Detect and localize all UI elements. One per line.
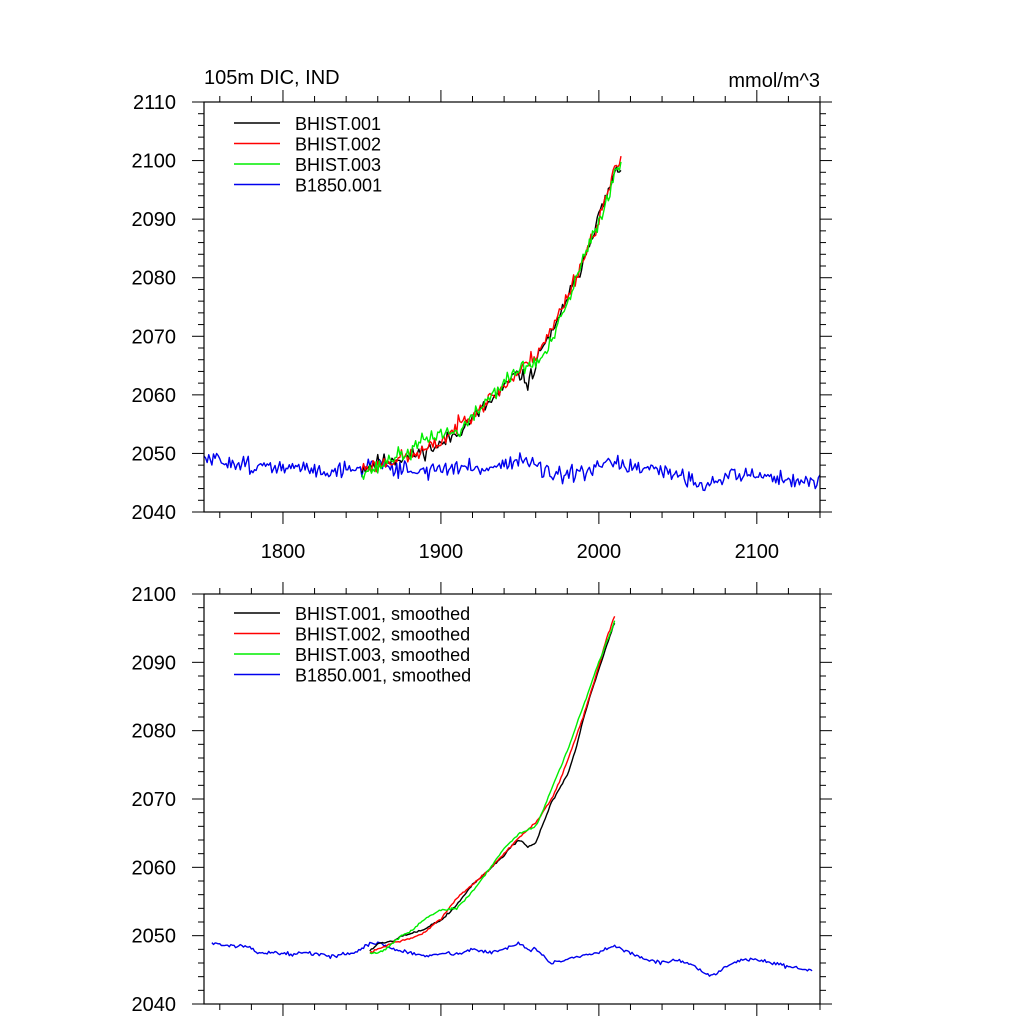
series-lines [204,156,820,492]
legend-label: BHIST.001, smoothed [295,604,470,624]
series-line-bhist-001 [361,166,622,474]
bottom-panel: 2040 2050 2060 2070 2080 2090 2100 BHIST.001, s… [132,582,832,1016]
y-tick-label: 2050 [132,443,177,465]
series-line-bhist-003 [361,161,622,481]
y-tick-label: 2080 [132,721,177,743]
legend-label: BHIST.002, smoothed [295,625,470,645]
top-plot-area: 2040 2050 2060 2070 2080 2090 2100 2110 1800 1900… [132,90,832,563]
y-tick-label: 2070 [132,326,177,348]
y-tick-label: 2100 [132,151,177,173]
series-line-b1850-001-smoothed [211,941,813,977]
tick-labels: 2040 2050 2060 2070 2080 2090 2100 [132,584,177,1016]
x-tick-label: 1800 [261,541,306,563]
y-tick-label: 2070 [132,789,177,811]
y-tick-label: 2050 [132,926,177,948]
top-title-left: 105m DIC, IND [204,67,340,89]
bottom-plot-area: 2040 2050 2060 2070 2080 2090 2100 BHIST.001, s… [132,582,832,1016]
y-tick-label: 2060 [132,385,177,407]
legend-label: BHIST.001 [295,114,381,134]
tick-labels: 2040 2050 2060 2070 2080 2090 2100 2110 1800 1900… [132,92,780,563]
top-panel: 105m DIC, IND mmol/m^3 20402050206020702… [132,67,832,563]
y-tick-label: 2040 [132,994,177,1016]
y-tick-label: 2040 [132,502,177,524]
y-tick-label: 2080 [132,268,177,290]
x-tick-label: 1900 [419,541,464,563]
series-line-bhist-003-smoothed [369,620,616,955]
legend-label: BHIST.003, smoothed [295,645,470,665]
plot-frame [203,101,821,513]
x-tick-label: 2100 [735,541,780,563]
axis-ticks [192,582,832,1016]
x-tick-label: 2000 [577,541,622,563]
series-line-b1850-001 [204,452,820,492]
legend-label: B1850.001, smoothed [295,666,471,686]
series-line-bhist-002-smoothed [369,615,616,954]
y-tick-label: 2060 [132,857,177,879]
top-title-right: mmol/m^3 [728,70,820,92]
legend-label: BHIST.002 [295,135,381,155]
y-tick-label: 2110 [133,92,176,114]
legend-label: BHIST.003 [295,155,381,175]
axis-ticks [192,90,832,524]
series-lines [211,615,813,977]
y-tick-label: 2090 [132,209,177,231]
y-tick-label: 2090 [132,652,177,674]
series-line-bhist-002 [361,156,622,474]
y-tick-label: 2100 [132,584,177,606]
legend-label: B1850.001 [295,176,382,196]
